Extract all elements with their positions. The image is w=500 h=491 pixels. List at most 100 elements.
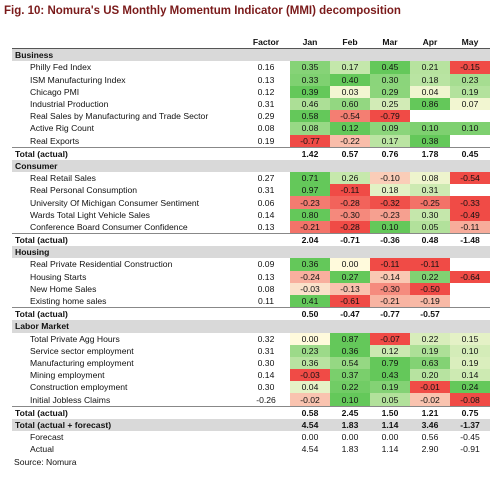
cell: 0.14 [450,369,490,382]
cell: 0.19 [370,381,410,394]
cell: 0.03 [330,85,370,98]
cell: 0.38 [410,134,450,148]
cell: 0.13 [257,271,275,282]
row-label: Total (actual + forecast) [12,418,242,431]
data-row: Manufacturing employment 0.30 0.36 0.54 0.79… [12,356,490,370]
cell: 0.19 [450,85,490,98]
data-row: Real Private Residential Construction 0.0… [12,258,490,271]
cell [450,184,490,196]
header-cell: Jan [290,36,330,50]
row-label: Actual [30,444,54,455]
cell: -0.21 [290,220,330,234]
cell: 0.04 [290,381,330,394]
cell: -0.22 [330,134,370,148]
cell: -0.24 [290,270,330,283]
cell: 0.31 [257,185,275,196]
cell: 0.58 [290,405,330,419]
data-row: Industrial Production 0.31 0.46 0.60 0.25 0.8… [12,97,490,111]
cell: 0.06 [257,197,275,208]
cell: 1.78 [410,146,450,160]
section-title: Business [12,48,490,62]
row-label: Wards Total Light Vehicle Sales [30,209,150,220]
row-label: New Home Sales [30,283,97,294]
data-row: Real Retail Sales 0.27 0.71 0.26 -0.10 0.08 -0… [12,172,490,185]
cell: -0.23 [290,196,330,209]
cell: 4.54 [301,444,319,455]
cell: 0.07 [450,97,490,111]
cell: -0.08 [450,393,490,407]
cell: 0.15 [450,332,490,345]
row-label: ISM Manufacturing Index [30,74,126,85]
cell: 0.13 [257,221,275,232]
cell: 0.50 [290,307,330,321]
cell: 0.76 [370,146,410,160]
row-label: Real Sales by Manufacturing and Trade Se… [30,111,209,122]
cell: -0.23 [370,208,410,221]
row-label: Existing home sales [30,296,107,307]
cell: 0.23 [450,73,490,86]
cell: 4.54 [290,418,330,431]
cell: 0.10 [330,393,370,407]
cell: 1.50 [370,405,410,419]
cell: 0.14 [257,370,275,381]
cell: 0.33 [290,73,330,86]
cell: -0.02 [290,393,330,407]
cell: 0.22 [410,332,450,345]
data-row: New Home Sales 0.08 -0.03 -0.13 -0.30 -0.50 [12,282,490,295]
cell: 0.05 [370,393,410,407]
cell: 0.22 [410,270,450,283]
cell: 0.30 [257,382,275,393]
cell: 0.12 [370,344,410,357]
cell: 0.10 [410,122,450,135]
summary-row: Total (actual + forecast) 4.54 1.83 1.14 3.4… [12,418,490,431]
data-row: Housing Starts 0.13 -0.24 0.27 -0.14 0.22 -0.6… [12,270,490,283]
data-row: University Of Michigan Consumer Sentimen… [12,196,490,209]
cell: 2.45 [330,405,370,419]
row-label: Total Private Agg Hours [30,333,120,344]
cell: 0.46 [290,97,330,111]
cell: 0.30 [410,208,450,221]
cell: 0.37 [330,369,370,382]
cell: 0.08 [257,283,275,294]
row-label: Forecast [30,432,64,443]
cell: -0.10 [370,172,410,185]
cell: 0.30 [257,357,275,368]
header-cell: May [450,36,490,50]
data-row: Mining employment 0.14 -0.03 0.37 0.43 0.20 0.… [12,369,490,382]
row-label: Total (actual) [12,233,242,247]
cell: 0.79 [370,356,410,370]
row-label: Industrial Production [30,99,109,110]
cell: 0.30 [370,73,410,86]
source: Source: Nomura [14,457,77,467]
cell [450,283,490,295]
cell: 0.25 [370,97,410,111]
cell [242,443,290,455]
cell [242,307,290,321]
cell: 0.32 [257,333,275,344]
cell: 0.00 [290,332,330,345]
cell: 0.39 [290,85,330,98]
cell [450,110,490,122]
cell: 0.12 [330,122,370,135]
cell: 0.13 [257,74,275,85]
row-label: Active Rig Count [30,123,95,134]
section-title: Labor Market [12,320,490,333]
cell: -0.25 [410,196,450,209]
cell: 0.08 [290,122,330,135]
cell [242,405,290,419]
cell: -0.19 [410,294,450,308]
cell [450,307,490,321]
cell: 0.17 [330,61,370,74]
row-label: Real Private Residential Construction [30,259,173,270]
cell: -1.48 [450,233,490,247]
data-row: ISM Manufacturing Index 0.13 0.33 0.40 0.30 0… [12,73,490,86]
cell: -0.36 [370,233,410,247]
header-cell: Mar [370,36,410,50]
cell: 0.75 [450,405,490,419]
data-row: Chicago PMI 0.12 0.39 0.03 0.29 0.04 0.19 [12,85,490,98]
cell: -0.01 [410,381,450,394]
title: Fig. 10: Nomura's US Monthly Momentum In… [4,5,401,17]
cell: -0.57 [410,307,450,321]
data-row: Philly Fed Index 0.16 0.35 0.17 0.45 0.21 -0.1… [12,61,490,74]
cell: -0.77 [290,134,330,148]
